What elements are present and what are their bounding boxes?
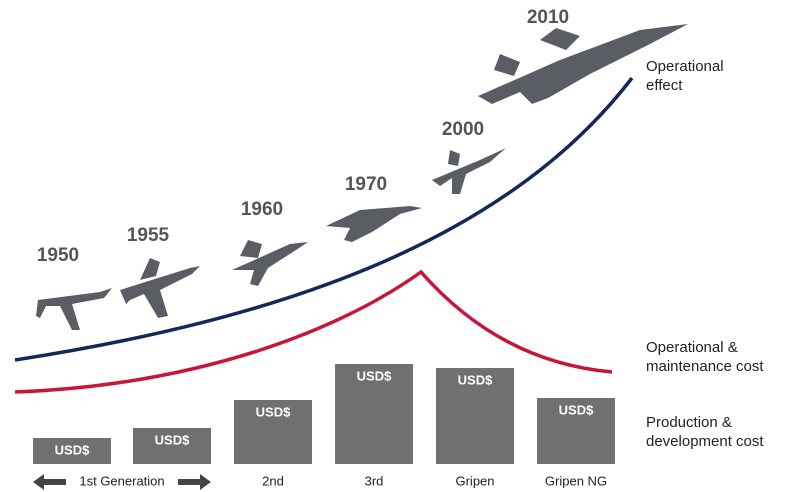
curve-label: Production & <box>646 414 732 431</box>
aircraft-icon <box>478 24 688 104</box>
year-label: 1950 <box>37 245 79 266</box>
year-label: 2000 <box>442 119 484 140</box>
arrow-right <box>178 474 211 490</box>
aircraft-icon <box>120 258 200 318</box>
aircraft-icon <box>432 148 506 194</box>
bar-label: USD$ <box>155 432 190 447</box>
x-label: Gripen <box>455 473 494 488</box>
bar-label: USD$ <box>256 404 291 419</box>
cost-curve <box>14 269 613 394</box>
x-labels: 1st Generation 2nd 3rd Gripen Gripen NG <box>33 473 607 490</box>
bar-label: USD$ <box>559 402 594 417</box>
bar <box>436 368 514 464</box>
bar <box>234 400 312 464</box>
curve-label: maintenance cost <box>646 358 764 375</box>
aircraft <box>36 24 688 330</box>
aircraft-icon <box>326 206 422 242</box>
bars <box>33 364 615 464</box>
effect-curve <box>14 76 634 362</box>
bar <box>133 428 211 464</box>
aircraft-icon <box>36 288 112 330</box>
bar <box>33 438 111 464</box>
curve-label: development cost <box>646 433 764 450</box>
years: 1950 1955 1960 1970 2000 2010 <box>37 7 569 266</box>
year-label: 2010 <box>527 7 569 28</box>
curve-label: effect <box>646 77 683 94</box>
curve-label: Operational & <box>646 339 738 356</box>
x-label: 2nd <box>262 473 284 488</box>
year-label: 1955 <box>127 225 170 246</box>
bar <box>537 398 615 464</box>
aircraft-icon <box>232 240 308 286</box>
bar <box>335 364 413 464</box>
x-label: 3rd <box>365 473 384 488</box>
bar-label: USD$ <box>458 372 493 387</box>
bar-label: USD$ <box>55 442 90 457</box>
x-label: Gripen NG <box>545 473 607 488</box>
bar-labels: USD$ USD$ USD$ USD$ USD$ USD$ <box>55 368 594 457</box>
curve-label: Operational <box>646 58 724 75</box>
year-label: 1960 <box>241 199 283 220</box>
year-label: 1970 <box>345 174 387 195</box>
arrow-left <box>33 474 66 490</box>
x-label: 1st Generation <box>79 473 164 488</box>
bar-label: USD$ <box>357 368 392 383</box>
curve-labels: Operational effect Operational & mainten… <box>646 58 764 450</box>
